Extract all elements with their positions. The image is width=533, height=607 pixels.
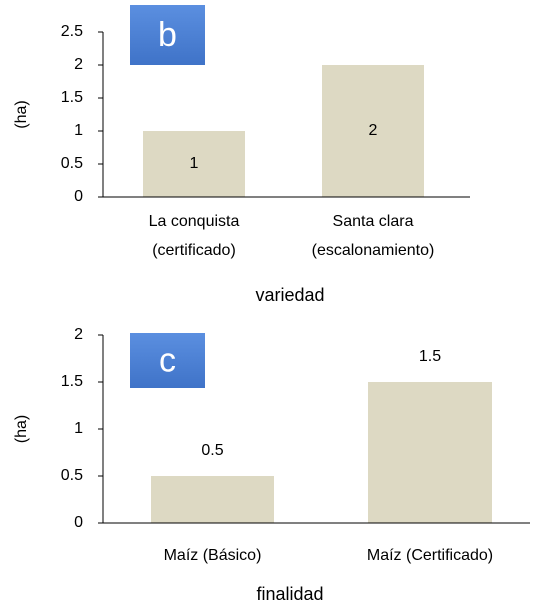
bar [143, 131, 245, 197]
data-label: 0.5 [201, 442, 223, 459]
y-axis-label: (ha) [13, 415, 30, 443]
y-tick-label: 0.5 [61, 467, 83, 484]
y-tick-label: 2 [74, 56, 83, 73]
y-tick-label: 0.5 [61, 155, 83, 172]
bar [368, 382, 492, 523]
y-tick-label: 2 [74, 326, 83, 343]
data-label: 2 [369, 122, 378, 139]
x-tick-label: (certificado) [152, 242, 236, 259]
y-tick-label: 0 [74, 514, 83, 531]
y-tick-label: 0 [74, 188, 83, 205]
x-tick-label: La conquista [149, 213, 240, 230]
panel-label: b [158, 16, 177, 54]
x-axis-label: variedad [255, 285, 324, 305]
x-tick-label: Santa clara [333, 213, 414, 230]
panel-box [130, 5, 205, 65]
data-label: 1.5 [419, 348, 441, 365]
y-tick-label: 1.5 [61, 89, 83, 106]
x-tick-label: Maíz (Básico) [164, 547, 262, 564]
y-tick-label: 1.5 [61, 373, 83, 390]
y-tick-label: 1 [74, 122, 83, 139]
panel-label: c [159, 341, 176, 379]
bar [322, 65, 424, 197]
y-tick-label: 2.5 [61, 23, 83, 40]
y-axis-label: (ha) [13, 100, 30, 128]
y-tick-label: 1 [74, 420, 83, 437]
x-axis-label: finalidad [256, 584, 323, 604]
panel-box [130, 333, 205, 388]
x-tick-label: (escalonamiento) [312, 242, 435, 259]
bar [151, 476, 274, 523]
data-label: 1 [190, 155, 199, 172]
x-tick-label: Maíz (Certificado) [367, 547, 493, 564]
